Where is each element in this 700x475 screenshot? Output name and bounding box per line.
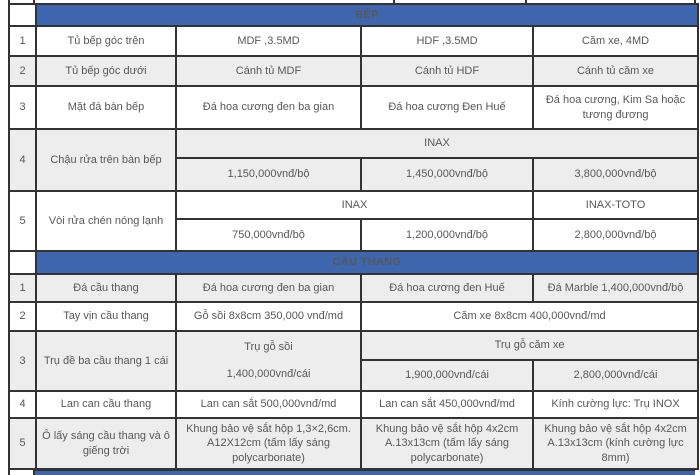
item-label: Lan can cầu thang — [35, 390, 177, 419]
value-cell: Đá hoa cương đen ba gian — [175, 85, 362, 130]
price-cell: 750,000vnđ/bộ — [175, 218, 362, 252]
price-cell: 2,800,000vnđ/cái — [531, 359, 700, 392]
value-cell: Căm xe 8x8cm 400,000vnđ/md — [359, 301, 700, 332]
table-row: 1 Đá cầu thang Đá hoa cương đen ba gian … — [8, 273, 700, 303]
value-cell: Đá hoa cương Đen Huế — [360, 85, 534, 130]
bottom-row-remnant-line — [8, 468, 10, 475]
table-row: 5 Ô lấy sáng cầu thang và ô giếng trời K… — [8, 417, 700, 470]
value-cell: Cánh tủ HDF — [360, 55, 534, 87]
value-cell: Gỗ sồi 8x8cm 350,000 vnđ/md — [175, 301, 362, 332]
price-line: 1,400,000vnđ/cái — [226, 368, 311, 380]
section-header-row-cau-thang: CẦU THANG — [8, 250, 700, 275]
value-cell: Khung bảo vệ sắt hộp 4x2cm A.13x13cm (tấ… — [360, 417, 534, 470]
item-label: Tủ bếp góc trên — [35, 25, 177, 57]
table-row: 4 Lan can cầu thang Lan can sắt 500,000v… — [8, 390, 700, 419]
item-label: Mặt đá bàn bếp — [35, 85, 177, 130]
table-row: 2 Tủ bếp góc dưới Cánh tủ MDF Cánh tủ HD… — [8, 55, 700, 87]
item-label: Chậu rửa trên bàn bếp — [35, 128, 177, 192]
section-header-row-bep: BẾP — [8, 3, 700, 27]
top-row-remnant-line — [694, 0, 696, 3]
row-number: 5 — [8, 417, 37, 470]
value-cell: Đá hoa cương, Kim Sa hoặc tương đương — [531, 85, 700, 130]
price-cell: 3,800,000vnđ/bộ — [531, 157, 700, 192]
table-row: 5 Vòi rửa chén nóng lạnh INAX INAX-TOTO — [8, 190, 700, 252]
top-row-remnant-line — [525, 0, 527, 3]
value-cell: HDF ,3.5MD — [360, 25, 534, 57]
item-label: Tủ bếp góc dưới — [35, 55, 177, 87]
row-number: 3 — [8, 85, 37, 130]
value-cell: MDF ,3.5MD — [175, 25, 362, 57]
price-cell: 1,450,000vnđ/bộ — [360, 157, 534, 192]
corner-cell — [8, 3, 37, 27]
value-cell: Cánh tủ căm xe — [531, 55, 700, 87]
brand-cell: INAX-TOTO — [531, 190, 700, 220]
table-row: 1,150,000vnđ/bộ 1,450,000vnđ/bộ 3,800,00… — [9, 157, 700, 192]
top-row-remnant-line — [33, 0, 35, 3]
value-cell: Khung bảo vệ sắt hộp 1,3×2,6cm. A12X12cm… — [175, 417, 362, 470]
table-row: 4 Chậu rửa trên bàn bếp INAX — [8, 128, 700, 192]
table-row: 750,000vnđ/bộ 1,200,000vnđ/bộ 2,800,000v… — [9, 218, 700, 252]
value-cell: Lan can sắt 500,000vnđ/md — [175, 390, 362, 419]
row-number: 5 — [8, 190, 37, 252]
item-label: Ô lấy sáng cầu thang và ô giếng trời — [35, 417, 177, 470]
section-title-cau-thang: CẦU THANG — [34, 250, 700, 275]
value-cell: Trụ gỗ căm xe — [359, 330, 700, 361]
price-cell: 1,900,000vnđ/cái — [360, 359, 534, 392]
table-row: 3 Trụ đề ba cầu thang 1 cái Trụ gỗ sồi 1… — [8, 330, 700, 392]
brand-cell: INAX — [174, 128, 700, 159]
top-row-remnant-line — [393, 0, 395, 3]
top-row-remnant-line — [8, 0, 10, 3]
bottom-row-remnant-line — [33, 468, 35, 475]
table-row: 2 Tay vịn cầu thang Gỗ sồi 8x8cm 350,000… — [8, 301, 700, 332]
item-label: Tay vịn cầu thang — [35, 301, 177, 332]
row-number: 2 — [8, 301, 37, 332]
table-row: 1,900,000vnđ/cái 2,800,000vnđ/cái — [9, 359, 700, 392]
value-cell: Đá hoa cương đen Huế — [360, 273, 534, 303]
value-cell: Đá hoa cương đen ba gian — [175, 273, 362, 303]
value-cell: Cánh tủ MDF — [175, 55, 362, 87]
value-cell: Khung bảo vệ sắt hộp 4x2cm A.13x13cm (kí… — [531, 417, 700, 470]
price-table: BẾP 1 Tủ bếp góc trên MDF ,3.5MD HDF ,3.… — [8, 3, 700, 470]
item-label: Trụ đề ba cầu thang 1 cái — [35, 330, 177, 392]
table-row: 1 Tủ bếp góc trên MDF ,3.5MD HDF ,3.5MD … — [8, 25, 700, 57]
value-cell: Trụ gỗ sồi 1,400,000vnđ/cái — [175, 330, 362, 392]
price-cell: 1,200,000vnđ/bộ — [360, 218, 534, 252]
price-cell: 1,150,000vnđ/bộ — [175, 157, 362, 192]
brand-cell: INAX — [175, 190, 534, 220]
row-number: 1 — [8, 25, 37, 57]
item-label: Đá cầu thang — [35, 273, 177, 303]
next-section-header-remnant — [35, 470, 695, 475]
row-number: 4 — [8, 128, 37, 192]
material-line: Trụ gỗ sồi — [244, 341, 293, 354]
item-label: Vòi rửa chén nóng lạnh — [35, 190, 177, 252]
corner-cell — [8, 250, 37, 275]
value-cell: Lan can sắt 450,000vnđ/md — [360, 390, 534, 419]
value-cell: Đá Marble 1,400,000vnđ/bộ — [531, 273, 700, 303]
price-cell: 2,800,000vnđ/bộ — [531, 218, 700, 252]
table-row: 3 Mặt đá bàn bếp Đá hoa cương đen ba gia… — [8, 85, 700, 130]
value-cell: Kính cường lực: Trụ INOX — [531, 390, 700, 419]
section-title-bep: BẾP — [34, 3, 700, 27]
row-number: 2 — [8, 55, 37, 87]
row-number: 1 — [8, 273, 37, 303]
row-number: 3 — [8, 330, 37, 392]
row-number: 4 — [8, 390, 37, 419]
value-cell: Căm xe, 4MD — [531, 25, 700, 57]
